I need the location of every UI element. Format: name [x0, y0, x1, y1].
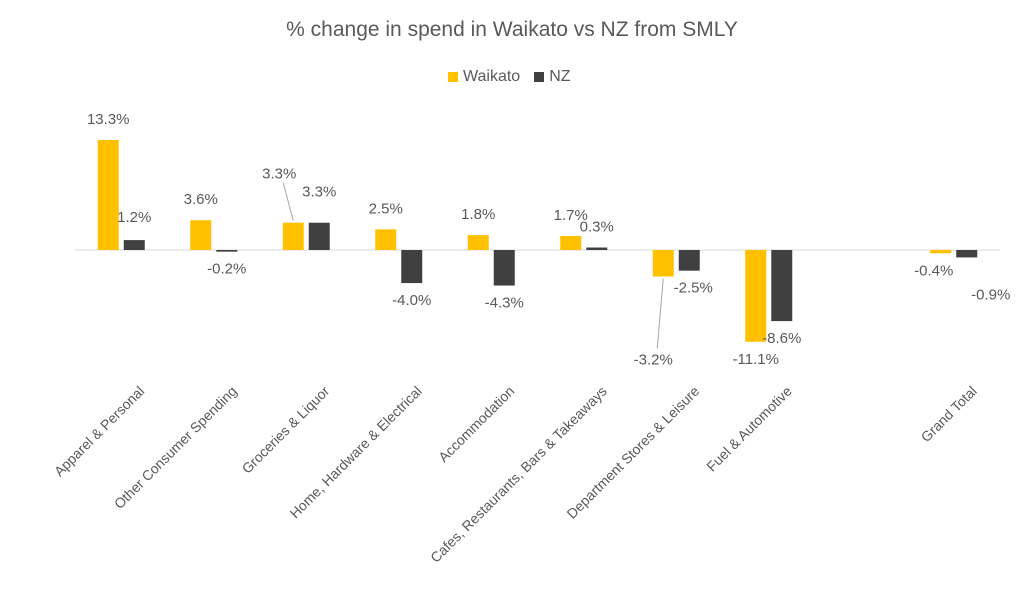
data-label-nz-1: -0.2% [207, 261, 246, 278]
legend-item-waikato: Waikato [448, 68, 520, 86]
data-label-waikato-3: 2.5% [369, 200, 403, 217]
data-label-waikato-4: 1.8% [461, 206, 495, 223]
data-label-waikato-2: 3.3% [262, 166, 296, 183]
bar-waikato-3 [375, 229, 397, 250]
data-label-waikato-5: 1.7% [554, 207, 588, 224]
data-label-waikato-6: -3.2% [634, 351, 673, 368]
data-label-waikato-9: -0.4% [914, 262, 953, 279]
chart-title: % change in spend in Waikato vs NZ from … [286, 18, 738, 41]
bar-nz-3 [401, 250, 423, 284]
data-label-nz-5: 0.3% [580, 219, 614, 236]
bar-waikato-4 [467, 235, 489, 250]
bar-waikato-7 [745, 250, 767, 342]
data-label-nz-2: 3.3% [302, 184, 336, 201]
legend-swatch-waikato [448, 72, 458, 82]
data-label-nz-0: 1.2% [117, 209, 151, 226]
data-label-waikato-0: 13.3% [87, 111, 130, 128]
bar-waikato-2 [282, 222, 304, 250]
bar-nz-4 [493, 250, 515, 286]
legend-label-nz: NZ [549, 68, 571, 85]
bar-waikato-0 [97, 140, 119, 250]
data-label-nz-3: -4.0% [392, 292, 431, 309]
legend-label-waikato: Waikato [463, 68, 521, 85]
bar-waikato-5 [560, 235, 582, 250]
bar-nz-2 [308, 222, 330, 250]
bar-nz-6 [678, 250, 700, 271]
bar-waikato-1 [190, 220, 212, 250]
legend-swatch-nz [534, 72, 545, 82]
category-label-7: Fuel & Automotive [703, 383, 795, 475]
bar-nz-9 [956, 250, 978, 258]
data-label-waikato-1: 3.6% [184, 191, 218, 208]
data-label-nz-6: -2.5% [674, 280, 713, 297]
data-label-nz-4: -4.3% [485, 295, 524, 312]
legend: Waikato NZ [448, 68, 585, 86]
data-label-nz-9: -0.9% [971, 286, 1010, 303]
bar-waikato-9 [930, 250, 952, 254]
category-label-2: Groceries & Liquor [239, 383, 333, 477]
category-label-5: Cafes, Restaurants, Bars & Takeaways [427, 383, 610, 566]
bar-nz-5 [586, 247, 608, 250]
category-label-0: Apparel & Personal [51, 383, 148, 480]
category-label-9: Grand Total [918, 383, 980, 445]
leader-line-6 [656, 278, 664, 349]
bar-waikato-6 [652, 250, 674, 277]
bar-nz-0 [123, 240, 145, 250]
bar-nz-7 [771, 250, 793, 322]
data-label-nz-7: -8.6% [762, 330, 801, 347]
data-label-waikato-7: -11.1% [733, 351, 779, 368]
leader-line-2 [282, 182, 294, 221]
legend-item-nz: NZ [534, 68, 571, 86]
category-label-4: Accommodation [435, 383, 517, 465]
bar-nz-1 [216, 250, 238, 252]
